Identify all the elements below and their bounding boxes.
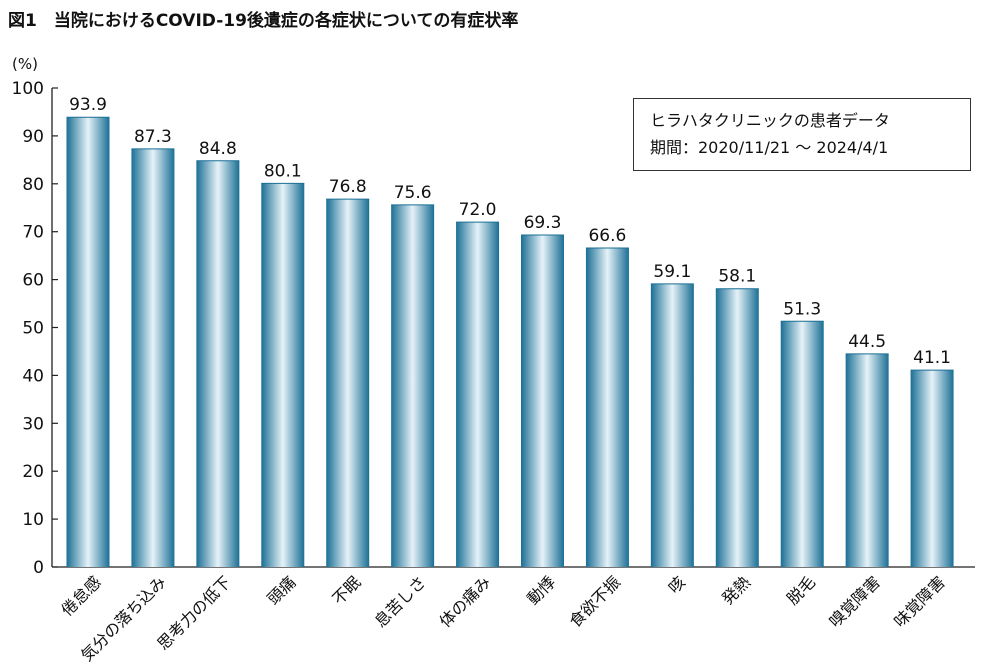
note-line-source: ヒラハタクリニックの患者データ: [650, 111, 890, 130]
x-category-label: 味覚障害: [890, 572, 949, 631]
bar-value-label: 87.3: [134, 127, 172, 147]
bar-value-label: 93.9: [69, 95, 107, 115]
x-category-label: 頭痛: [264, 572, 300, 608]
bar-value-label: 58.1: [718, 267, 756, 287]
bar: [131, 148, 175, 567]
x-category-label: 息苦しさ: [371, 572, 430, 631]
y-tick-label: 30: [22, 414, 44, 434]
bar-value-label: 59.1: [653, 262, 691, 282]
bar-value-label: 76.8: [329, 177, 367, 197]
bar: [521, 235, 564, 568]
bar: [780, 321, 824, 567]
bar-value-label: 69.3: [524, 213, 562, 233]
bar: [456, 222, 500, 567]
bars-group: 93.9倦怠感87.3気分の落ち込み84.8思考力の低下80.1頭痛76.8不眠…: [57, 95, 954, 665]
x-category-label: 体の痛み: [436, 572, 495, 631]
bar-value-label: 41.1: [913, 348, 951, 368]
x-category-label: 咳: [664, 572, 689, 597]
bar: [715, 288, 759, 567]
bar: [910, 370, 954, 567]
x-category-label: 嗅覚障害: [825, 572, 884, 631]
y-tick-label: 60: [22, 271, 44, 291]
bar: [391, 204, 435, 567]
y-tick-label: 10: [22, 510, 44, 530]
bar: [845, 353, 889, 567]
y-tick-label: 50: [22, 319, 44, 339]
x-category-label: 動悸: [523, 572, 559, 608]
bar-value-label: 51.3: [783, 299, 821, 319]
bar: [326, 199, 370, 568]
y-tick-label: 0: [33, 558, 44, 578]
bar: [66, 117, 110, 568]
data-source-note: ヒラハタクリニックの患者データ 期間：2020/11/21 ～ 2024/4/1: [633, 98, 971, 171]
x-category-label: 倦怠感: [57, 572, 104, 619]
y-tick-label: 80: [22, 175, 44, 195]
bar: [650, 283, 694, 567]
bar-value-label: 84.8: [199, 139, 237, 159]
bar: [196, 160, 240, 568]
bar-value-label: 66.6: [588, 226, 626, 246]
x-category-label: 脱毛: [783, 572, 819, 608]
bar: [585, 247, 629, 567]
y-tick-label: 40: [22, 366, 44, 386]
bar-value-label: 72.0: [459, 200, 497, 220]
y-tick-label: 20: [22, 462, 44, 482]
y-tick-label: 100: [12, 79, 44, 99]
bar-value-label: 44.5: [848, 332, 886, 352]
y-tick-label: 70: [22, 223, 44, 243]
x-category-label: 食欲不振: [566, 572, 625, 631]
x-category-label: 不眠: [328, 572, 364, 608]
bar-value-label: 80.1: [264, 161, 302, 181]
bar-value-label: 75.6: [394, 183, 432, 203]
x-category-label: 発熱: [718, 572, 754, 608]
y-tick-label: 90: [22, 127, 44, 147]
note-line-period: 期間：2020/11/21 ～ 2024/4/1: [650, 138, 889, 157]
chart-title: 図1 当院におけるCOVID-19後遺症の各症状についての有症状率: [8, 11, 519, 31]
y-axis-unit-label: (%): [12, 55, 38, 73]
bar: [261, 183, 305, 568]
